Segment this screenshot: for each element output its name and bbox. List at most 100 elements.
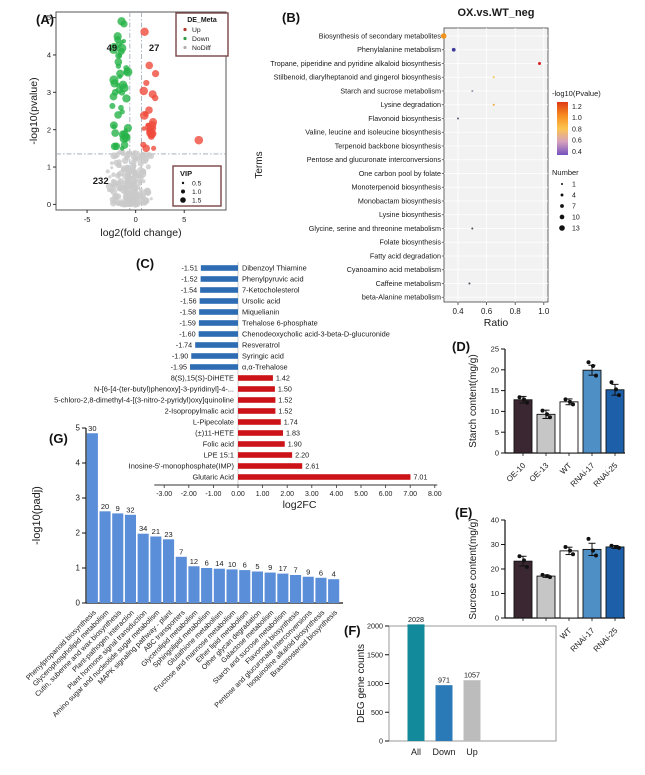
metabolite-label: Miquelianin [242,308,279,317]
value-label: 971 [438,676,450,685]
label: 500 [371,708,383,717]
data-point [138,190,143,195]
label: 0.8 [572,126,582,133]
label: 0.00 [231,491,245,498]
category-bar [513,560,533,619]
label: 1.5 [192,198,202,205]
label: 5 [182,215,186,224]
legend-size-dot [560,204,564,208]
label: 30 [491,540,499,549]
value-label: -1.95 [171,363,187,372]
data-point [111,172,116,178]
metabolite-bar [200,265,238,271]
label: 7 [572,204,576,211]
term-label: Terpenoid backbone biosynthesis [335,141,442,150]
data-point [111,124,117,129]
legend-size-dot [560,193,564,197]
label: 0.4 [572,149,582,156]
y-axis-title: Terms [254,151,265,178]
data-point [123,67,133,77]
metabolite-bar [238,430,284,436]
category-label: OE-13 [528,461,551,484]
replicate-dot [591,364,595,369]
data-point [133,197,139,204]
y-axis-title: -log10(padj) [31,486,43,545]
legend-swatch [183,45,187,50]
pathway-bar [163,539,175,603]
legend-box [172,165,222,207]
category-label: Down [432,747,455,757]
data-point [111,42,117,49]
data-point [108,175,112,179]
pathway-bar [124,514,136,603]
y-axis-title: -log10(pvalue) [28,77,40,144]
data-point [140,27,149,36]
pathway-bar [188,566,200,603]
label: Up [192,27,201,34]
count-label: 7 [179,547,183,556]
replicate-dot [545,574,549,579]
replicate-dot [545,412,549,417]
metabolite-bar [238,452,293,458]
label: 7.00 [403,491,417,498]
replicate-dot [586,536,591,541]
data-point [121,200,129,208]
data-point [136,185,141,190]
metabolite-label: Folic acid [203,440,234,449]
panel-f-label: (F) [344,623,361,638]
replicate-dot [594,553,598,558]
metabolite-label: N-[6-[4-(ter-butyl)phenoxy]-3-pyridinyl]… [94,385,234,394]
replicate-dot [525,565,529,570]
data-point [109,75,119,85]
data-point [114,111,122,119]
data-point [141,179,146,184]
metabolite-bar [199,298,238,304]
data-point [143,111,149,117]
pathway-bar [226,569,238,603]
term-label: Lysine degradation [381,100,441,109]
panel-c-log2fc-chart: Dibenzoyl Thiamine -1.51 Phenylpyruvic aci… [54,262,442,511]
term-label: Monobactam biosynthesis [358,196,442,205]
term-label: Stilbenoid, diarylheptanoid and gingerol… [274,73,442,82]
category-label: Up [466,747,478,757]
data-point [122,169,126,173]
term-label: Fatty acid degradation [370,251,441,260]
replicate-dot [525,400,529,405]
label: 20 [491,365,499,374]
legend-box [175,12,229,57]
data-point [126,169,132,174]
pathway-bar [137,533,149,603]
label: 8.00 [428,491,442,498]
count-label: 9 [116,504,120,513]
color-legend-title: -log10(Pvalue) [552,89,601,98]
count-label: 6 [319,568,323,577]
data-point [114,58,123,66]
label: 3 [47,88,51,97]
data-point [143,160,146,164]
count-label: 17 [279,564,287,573]
value-label: -1.56 [180,297,196,306]
term-label: Phenylalanine metabolism [357,45,441,54]
category-bar [559,550,579,619]
data-point [114,193,120,200]
label: 20 [491,565,499,574]
value-label: 7.01 [413,473,427,482]
data-point [128,183,135,191]
data-point [440,33,447,39]
count-annotation: 49 [107,43,118,54]
label: 1 [76,564,81,573]
replicate-dot [522,397,526,402]
pathway-bar [150,536,162,603]
label: 1.00 [256,491,270,498]
label: 0.6 [481,307,493,316]
pathway-bar [315,577,327,603]
label: 2.00 [280,491,294,498]
replicate-dot [568,399,572,404]
metabolite-bar [238,375,273,381]
metabolite-label: Dibenzoyl Thiamine [242,264,307,273]
data-point [125,164,129,169]
data-point [109,161,114,165]
data-point [137,160,144,167]
data-point [142,188,149,196]
value-label: 2.61 [305,462,319,471]
